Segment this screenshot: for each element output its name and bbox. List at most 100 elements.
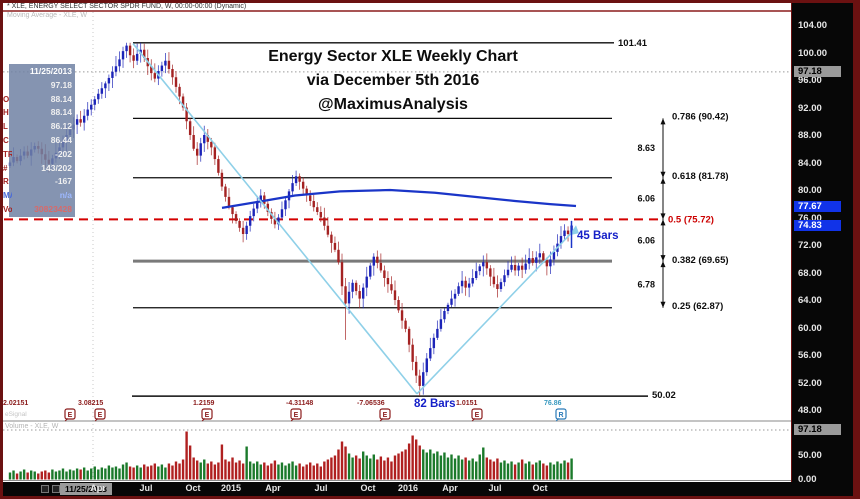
candle-body xyxy=(510,264,513,270)
watermark-text: eSignal xyxy=(5,411,27,418)
candle-body xyxy=(128,45,132,56)
candle-body xyxy=(400,310,404,321)
volume-bar xyxy=(446,457,450,480)
candle-body xyxy=(418,375,421,386)
volume-bar xyxy=(513,464,517,480)
data-window-value-row: 30823428 xyxy=(34,204,72,214)
volume-bar xyxy=(344,446,347,480)
volume-bar xyxy=(188,445,192,480)
candle-body xyxy=(160,65,164,72)
event-badge-E[interactable] xyxy=(290,408,302,420)
candle-body xyxy=(185,107,188,122)
volume-bar xyxy=(259,464,262,480)
candle-body xyxy=(393,290,397,300)
price-highlight-74-83: 74.83 xyxy=(794,220,841,232)
volume-bar xyxy=(284,465,287,480)
event-badge-letter: E xyxy=(383,412,388,419)
candle-body xyxy=(351,282,354,292)
volume-bar xyxy=(450,454,453,480)
footer-value-0: 2.02151 xyxy=(3,400,28,407)
candle-body xyxy=(171,69,174,78)
volume-bar xyxy=(287,463,291,480)
candle-body xyxy=(503,275,506,283)
event-badge-E[interactable] xyxy=(201,408,213,420)
volume-bar xyxy=(291,461,294,480)
volume-bar xyxy=(404,449,407,480)
arrowhead-down-icon xyxy=(660,301,666,308)
candle-body xyxy=(277,217,280,225)
volume-bar xyxy=(266,465,270,480)
volume-bar xyxy=(273,460,277,480)
candle-body xyxy=(471,278,474,284)
volume-bar xyxy=(425,452,428,480)
volume-bar xyxy=(90,468,93,480)
candle-body xyxy=(79,119,82,123)
candle-body xyxy=(213,147,217,160)
volume-bar xyxy=(29,470,33,480)
price-tick: 92.00 xyxy=(798,102,822,114)
candle-body xyxy=(566,230,570,234)
volume-bar xyxy=(93,466,96,480)
price-tick: 80.00 xyxy=(798,185,822,196)
bar-count-label-0: 82 Bars xyxy=(414,398,456,410)
event-badge-R[interactable] xyxy=(555,408,567,420)
footer-value-1: 3.08215 xyxy=(78,400,103,407)
volume-bar xyxy=(517,462,520,480)
volume-bar xyxy=(309,462,312,480)
price-tick: 60.00 xyxy=(798,322,822,334)
candle-body xyxy=(344,286,347,304)
price-highlight-97-18: 97.18 xyxy=(794,66,841,78)
axis-tool-icon-2[interactable] xyxy=(52,485,60,493)
volume-bar xyxy=(256,461,259,480)
footer-value-3: -4.31148 xyxy=(286,400,313,407)
volume-bar xyxy=(58,470,61,480)
volume-bar xyxy=(407,443,411,480)
price-axis[interactable]: 104.00 100.00 96.00 92.00 88.00 84.00 80.00 76.… xyxy=(791,3,853,485)
volume-bar xyxy=(157,466,160,480)
candle-body xyxy=(436,328,439,338)
time-axis[interactable]: 11/25/2013 Apr Jul Oct 2015 Apr Jul Oct 2016 Apr… xyxy=(3,482,853,496)
candle-body xyxy=(238,220,241,228)
price-chart-canvas[interactable]: 101.41 50.02 0.786 (90.42) 0.618 (81.78) 0.5… xyxy=(3,3,791,482)
data-window-row-label: R xyxy=(3,177,9,187)
chart-pane[interactable]: 101.41 50.02 0.786 (90.42) 0.618 (81.78) 0.5… xyxy=(3,3,791,482)
volume-bar xyxy=(482,447,485,480)
volume-bar xyxy=(15,473,19,480)
arrowhead-up-icon xyxy=(660,118,666,125)
volume-bar xyxy=(185,431,188,480)
swing-high-label: 101.41 xyxy=(618,38,648,49)
event-badge-E[interactable] xyxy=(471,408,483,420)
volume-bar xyxy=(390,461,393,480)
event-badge-E[interactable] xyxy=(64,408,76,420)
data-window-value-row: -167 xyxy=(54,176,72,187)
volume-bar xyxy=(556,461,559,480)
candle-body xyxy=(453,293,457,299)
volume-bar xyxy=(61,468,65,480)
candle-body xyxy=(82,115,86,123)
volume-bar xyxy=(107,465,111,480)
event-badge-E[interactable] xyxy=(379,408,391,420)
event-badge-E[interactable] xyxy=(94,408,106,420)
bar-count-label-1: 45 Bars xyxy=(577,230,619,242)
axis-tool-icon-1[interactable] xyxy=(41,485,49,493)
candle-body xyxy=(188,121,192,135)
volume-bar xyxy=(478,454,481,480)
volume-bar xyxy=(270,463,273,480)
volume-bar xyxy=(72,470,75,480)
volume-bar xyxy=(383,460,386,480)
candle-body xyxy=(153,73,157,79)
candle-body xyxy=(181,96,185,108)
volume-bar xyxy=(400,451,404,480)
candle-body xyxy=(192,135,195,149)
time-tick-apr: Apr xyxy=(90,483,106,493)
volume-bar xyxy=(531,464,534,480)
volume-bar xyxy=(51,469,54,480)
candle-body xyxy=(111,71,114,78)
moving-average-line xyxy=(221,188,577,210)
footer-value-4: -7.06536 xyxy=(357,400,385,407)
candle-body xyxy=(414,361,418,376)
volume-bar xyxy=(528,461,531,480)
data-window-row-label: L xyxy=(3,122,8,132)
volume-bar xyxy=(319,466,323,480)
volume-bar xyxy=(146,466,149,480)
